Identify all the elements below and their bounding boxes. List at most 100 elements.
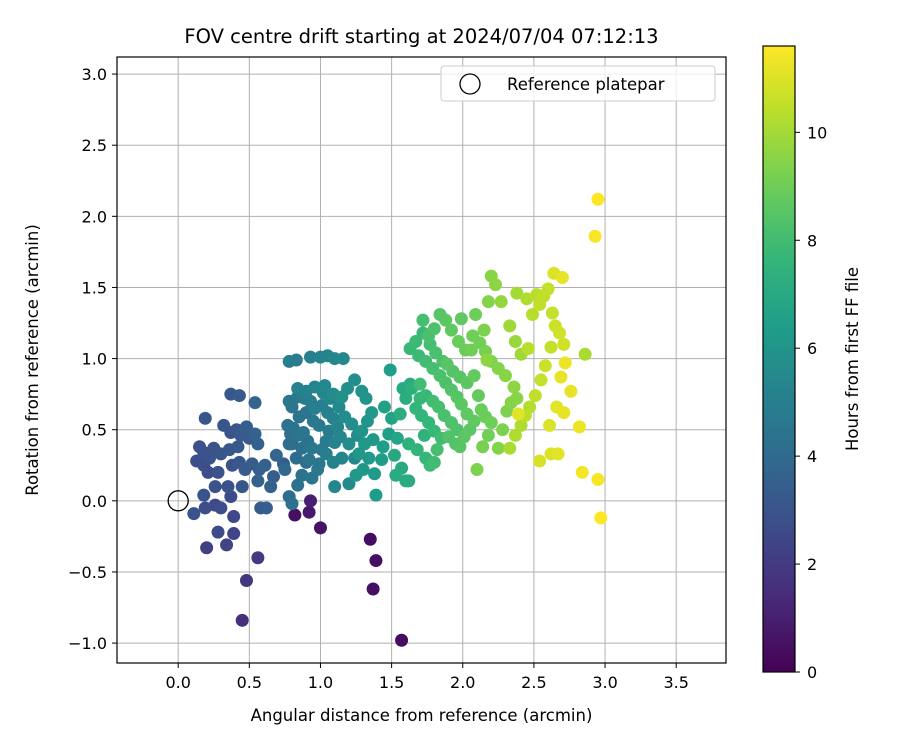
- x-tick-label: 3.5: [663, 673, 688, 692]
- data-point: [387, 448, 401, 462]
- data-point: [480, 353, 494, 367]
- data-point: [454, 312, 468, 326]
- data-point: [352, 447, 366, 461]
- colorbar-tick-label: 10: [807, 123, 827, 142]
- data-point: [282, 437, 296, 451]
- data-point: [296, 426, 310, 440]
- data-point: [481, 428, 495, 442]
- data-point: [416, 313, 430, 327]
- data-point: [221, 480, 235, 494]
- data-point: [451, 335, 465, 349]
- colorbar-frame: [762, 45, 796, 673]
- data-point: [503, 319, 517, 333]
- data-point: [208, 480, 222, 494]
- data-point: [248, 396, 262, 410]
- data-point: [578, 347, 592, 361]
- data-point: [251, 437, 265, 451]
- data-point: [389, 468, 403, 482]
- data-point: [383, 363, 397, 377]
- data-point: [378, 400, 392, 414]
- x-axis-ticks: 0.0 0.5 1.0 1.5 2.0 2.5 3.0 3.5: [165, 663, 689, 692]
- x-tick-label: 0.0: [165, 673, 190, 692]
- x-axis-label: Angular distance from reference (arcmin): [251, 706, 593, 725]
- data-point: [409, 335, 423, 349]
- data-point: [545, 306, 559, 320]
- data-point: [484, 416, 498, 430]
- colorbar-ticks: 0 2 4 6 8 10: [795, 123, 827, 682]
- data-point: [553, 326, 567, 340]
- data-point: [471, 389, 485, 403]
- data-point: [564, 384, 578, 398]
- data-point: [469, 307, 483, 321]
- colorbar-label: Hours from first FF file: [843, 267, 862, 451]
- data-point: [285, 497, 299, 511]
- colorbar-tick-label: 0: [807, 663, 817, 682]
- legend-label-reference-platepar: Reference platepar: [507, 75, 665, 94]
- data-point: [332, 400, 346, 414]
- data-point: [187, 507, 201, 521]
- data-point: [267, 470, 281, 484]
- colorbar-tick-label: 4: [807, 447, 817, 466]
- data-point: [248, 427, 262, 441]
- data-point: [231, 440, 245, 454]
- x-tick-label: 1.5: [379, 673, 404, 692]
- colorbar-tick-label: 8: [807, 231, 817, 250]
- data-point: [345, 417, 359, 431]
- y-tick-label: −0.5: [68, 563, 107, 582]
- data-point: [417, 428, 431, 442]
- data-point: [555, 270, 569, 284]
- data-point: [295, 468, 309, 482]
- data-point: [507, 380, 521, 394]
- data-point: [302, 505, 316, 519]
- data-point: [444, 323, 458, 337]
- chart-title: FOV centre drift starting at 2024/07/04 …: [184, 25, 658, 48]
- data-point: [393, 407, 407, 421]
- data-point: [467, 369, 481, 383]
- data-point: [220, 538, 234, 552]
- data-point: [227, 509, 241, 523]
- data-point: [430, 443, 444, 457]
- data-point: [413, 377, 427, 391]
- data-point: [544, 340, 558, 354]
- data-point: [197, 488, 211, 502]
- reference-platepar-marker: [167, 490, 189, 512]
- data-point: [312, 457, 326, 471]
- data-point: [511, 407, 525, 421]
- data-point: [514, 418, 528, 432]
- data-point: [477, 323, 491, 337]
- data-point: [308, 380, 322, 394]
- plot-frame: [116, 56, 727, 664]
- data-point: [312, 418, 326, 432]
- data-point: [235, 613, 249, 627]
- data-point: [533, 454, 547, 468]
- data-point: [557, 406, 571, 420]
- data-point: [259, 501, 273, 515]
- x-tick-label: 2.0: [450, 673, 475, 692]
- data-point: [198, 411, 212, 425]
- data-point: [464, 343, 478, 357]
- data-point: [342, 477, 356, 491]
- data-point: [264, 480, 278, 494]
- data-point: [453, 440, 467, 454]
- data-point: [251, 474, 265, 488]
- data-point: [368, 467, 382, 481]
- data-point: [211, 525, 225, 539]
- data-point: [239, 420, 253, 434]
- data-point: [525, 307, 539, 321]
- data-point: [200, 541, 214, 555]
- data-point: [521, 342, 535, 356]
- data-point: [375, 453, 389, 467]
- data-point: [488, 278, 502, 292]
- data-point: [460, 407, 474, 421]
- data-point: [202, 451, 216, 465]
- data-point: [289, 451, 303, 465]
- data-point: [305, 441, 319, 455]
- data-point: [554, 370, 568, 384]
- data-point: [214, 501, 228, 515]
- data-point: [594, 511, 608, 525]
- y-tick-label: 0.5: [82, 421, 107, 440]
- y-axis-label: Rotation from reference (arcmin): [23, 224, 42, 496]
- data-point: [498, 369, 512, 383]
- data-point: [481, 295, 495, 309]
- data-point: [494, 295, 508, 309]
